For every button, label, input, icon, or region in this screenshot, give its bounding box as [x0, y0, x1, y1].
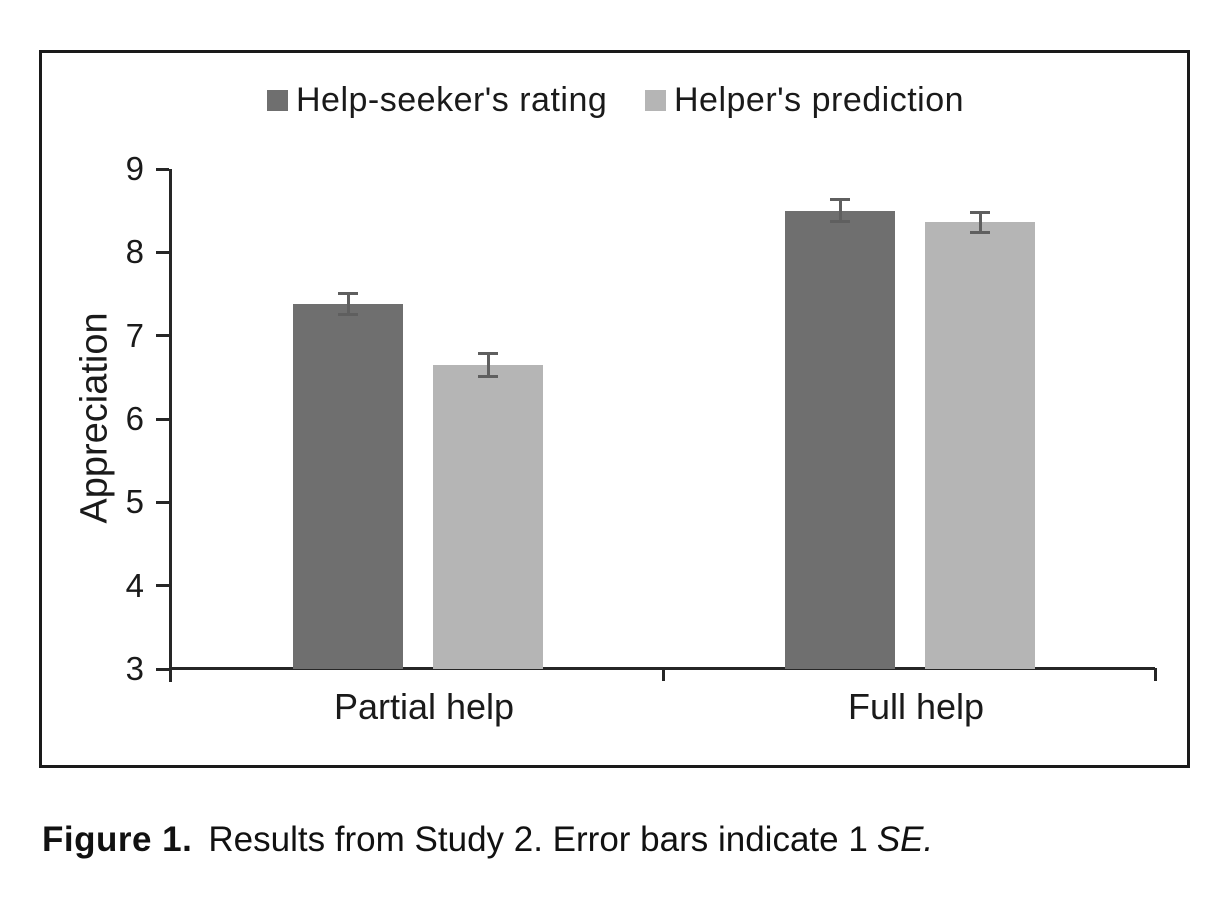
figure-caption: Figure 1. Results from Study 2. Error bar…	[42, 820, 933, 860]
error-bar-stem-help-seeker-s-rating-partial-help	[347, 293, 350, 315]
y-tick-label-4: 4	[125, 567, 144, 604]
y-tick-label-3: 3	[125, 650, 144, 687]
x-label-partial-help: Partial help	[333, 686, 515, 727]
error-bar-stem-help-seeker-s-rating-full-help	[839, 200, 842, 222]
figure-caption-se: SE.	[876, 820, 934, 859]
legend-item-helper-s-prediction: Helper's prediction	[645, 81, 964, 120]
error-bar-cap-low-help-seeker-s-rating-partial-help	[338, 313, 358, 316]
bar-help-seeker-s-rating-partial-help	[293, 304, 403, 669]
y-tick-7	[156, 334, 169, 337]
y-tick-4	[156, 584, 169, 587]
y-tick-6	[156, 418, 169, 421]
error-bar-cap-high-help-seeker-s-rating-full-help	[830, 198, 850, 201]
y-tick-label-5: 5	[125, 483, 144, 520]
bar-helper-s-prediction-partial-help	[433, 365, 543, 669]
error-bar-cap-high-helper-s-prediction-partial-help	[478, 352, 498, 355]
error-bar-stem-helper-s-prediction-full-help	[979, 212, 982, 232]
error-bar-cap-low-helper-s-prediction-partial-help	[478, 375, 498, 378]
error-bar-cap-high-help-seeker-s-rating-partial-help	[338, 292, 358, 295]
y-tick-3	[156, 668, 169, 671]
figure-caption-body: Results from Study 2. Error bars indicat…	[208, 820, 868, 859]
x-axis-tick-0	[662, 668, 665, 681]
legend-label: Helper's prediction	[674, 81, 965, 119]
error-bar-cap-low-help-seeker-s-rating-full-help	[830, 220, 850, 223]
y-tick-label-9: 9	[125, 150, 144, 187]
error-bar-cap-low-helper-s-prediction-full-help	[970, 231, 990, 234]
error-bar-stem-helper-s-prediction-partial-help	[487, 353, 490, 376]
bar-helper-s-prediction-full-help	[925, 222, 1035, 669]
y-tick-8	[156, 251, 169, 254]
figure-caption-label: Figure 1.	[42, 820, 193, 859]
legend-item-help-seeker-s-rating: Help-seeker's rating	[267, 81, 607, 120]
y-tick-label-8: 8	[125, 233, 144, 270]
y-tick-9	[156, 168, 169, 171]
y-tick-label-6: 6	[125, 400, 144, 437]
bar-help-seeker-s-rating-full-help	[785, 211, 895, 669]
legend-swatch-icon	[267, 90, 288, 111]
x-label-full-help: Full help	[847, 686, 985, 727]
x-axis-tick-1	[1154, 668, 1157, 681]
legend-swatch-icon	[645, 90, 666, 111]
y-tick-5	[156, 501, 169, 504]
error-bar-cap-high-helper-s-prediction-full-help	[970, 211, 990, 214]
y-axis-line	[169, 169, 172, 682]
legend-label: Help-seeker's rating	[296, 81, 608, 119]
y-tick-label-7: 7	[125, 317, 144, 354]
